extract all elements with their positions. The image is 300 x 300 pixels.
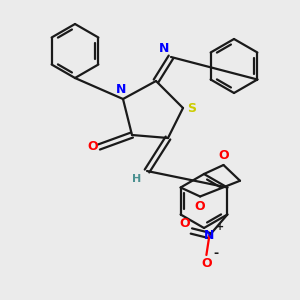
Text: +: +: [216, 222, 224, 232]
Text: O: O: [201, 257, 212, 270]
Text: N: N: [116, 83, 127, 96]
Text: N: N: [204, 229, 214, 242]
Text: H: H: [132, 174, 141, 184]
Text: O: O: [87, 140, 98, 154]
Text: S: S: [188, 101, 196, 115]
Text: O: O: [195, 200, 206, 212]
Text: N: N: [159, 43, 169, 56]
Text: O: O: [218, 149, 229, 162]
Text: O: O: [179, 217, 190, 230]
Text: -: -: [213, 247, 218, 260]
